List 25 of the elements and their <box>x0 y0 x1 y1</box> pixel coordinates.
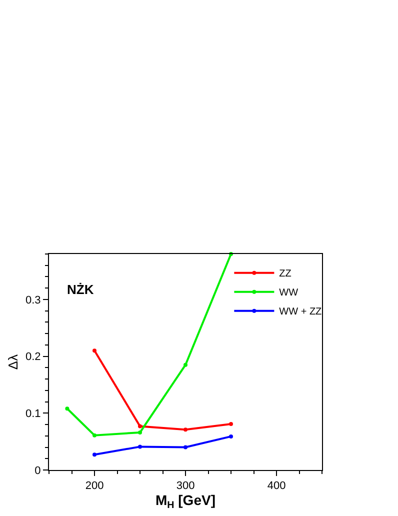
point <box>229 434 233 438</box>
point <box>92 433 96 438</box>
point <box>92 348 96 353</box>
point <box>92 452 96 457</box>
y-tick-label: 0 <box>34 464 41 477</box>
point <box>184 362 188 367</box>
legend-label: WW + ZZ <box>279 306 322 318</box>
point <box>184 428 188 432</box>
point <box>229 422 233 426</box>
y-tick-label: 0.3 <box>26 294 41 306</box>
point <box>65 406 70 411</box>
y-tick-label: 0.2 <box>26 351 41 364</box>
legend-label: WW <box>279 288 299 299</box>
y-axis-title: Δλ <box>5 354 20 370</box>
point <box>138 430 142 434</box>
y-tick-label: 0.1 <box>26 408 41 420</box>
legend-label: ZZ <box>279 268 292 280</box>
annotation: NŻK <box>67 282 94 297</box>
point <box>184 445 188 450</box>
x-tick-label: 200 <box>85 480 104 492</box>
x-axis-title: M$_{H}$ [GeV] <box>156 492 216 512</box>
point <box>138 424 142 428</box>
point <box>138 444 142 449</box>
x-tick-label: 300 <box>176 480 195 492</box>
x-tick-label: 400 <box>267 480 286 492</box>
